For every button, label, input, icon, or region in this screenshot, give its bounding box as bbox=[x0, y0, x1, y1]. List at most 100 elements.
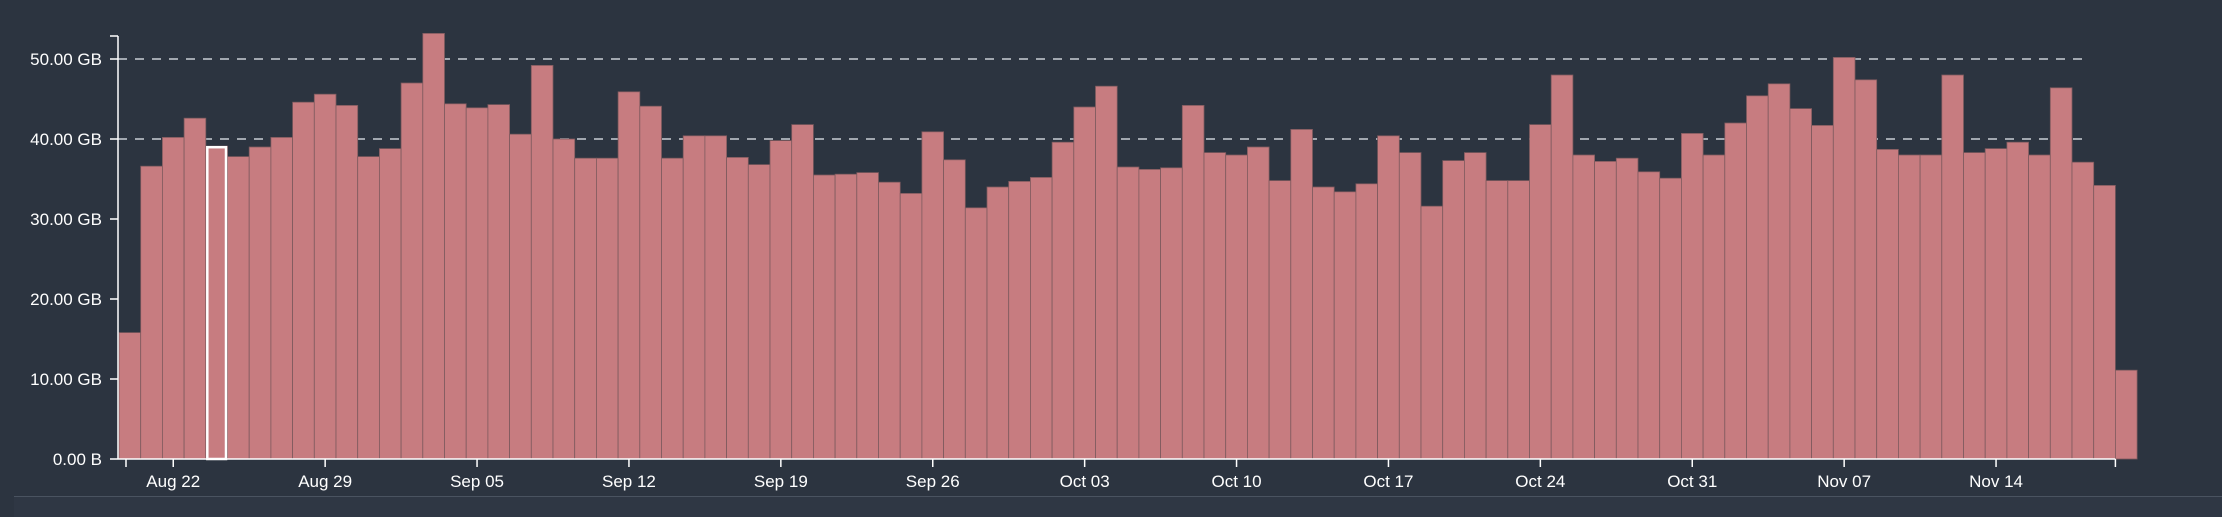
bar[interactable] bbox=[791, 124, 814, 460]
bar[interactable] bbox=[378, 148, 402, 460]
bar[interactable] bbox=[444, 103, 467, 460]
bars bbox=[118, 33, 2138, 461]
bar[interactable] bbox=[856, 172, 879, 460]
bar[interactable] bbox=[530, 65, 554, 460]
bar[interactable] bbox=[834, 173, 858, 460]
y-tick-label: 50.00 GB bbox=[30, 50, 102, 69]
bar[interactable] bbox=[1594, 160, 1617, 460]
bar[interactable] bbox=[292, 101, 315, 460]
bar[interactable] bbox=[2006, 141, 2030, 460]
bar[interactable] bbox=[1116, 166, 1140, 460]
bar[interactable] bbox=[943, 159, 966, 460]
bar[interactable] bbox=[1225, 154, 1248, 460]
bar[interactable] bbox=[161, 136, 185, 460]
bar[interactable] bbox=[1919, 154, 1943, 460]
bar[interactable] bbox=[487, 104, 510, 460]
bar[interactable] bbox=[1312, 186, 1335, 460]
bar[interactable] bbox=[1507, 180, 1530, 460]
x-axis: Aug 22 Aug 29 Sep 05 Sep 12 Sep 19 Sep 26 Oct … bbox=[118, 458, 2117, 491]
bar[interactable] bbox=[2028, 154, 2051, 460]
bar[interactable] bbox=[1030, 176, 1053, 460]
bar[interactable] bbox=[313, 93, 337, 460]
bar[interactable] bbox=[1702, 154, 1726, 460]
bar[interactable] bbox=[1984, 148, 2008, 460]
bar[interactable] bbox=[509, 133, 532, 460]
bar[interactable] bbox=[878, 181, 901, 460]
bar[interactable] bbox=[140, 165, 163, 460]
bar[interactable] bbox=[1876, 148, 1899, 460]
bar[interactable] bbox=[1724, 122, 1747, 460]
bar[interactable] bbox=[747, 164, 771, 460]
bar[interactable] bbox=[617, 91, 641, 460]
bar[interactable] bbox=[2114, 369, 2138, 460]
bar[interactable] bbox=[205, 145, 228, 460]
bar[interactable] bbox=[1854, 79, 1878, 460]
storage-usage-bar-chart: 0.00 B 10.00 GB 20.00 GB 30.00 GB 40.00 GB 50… bbox=[30, 33, 2138, 491]
x-tick-label: Oct 03 bbox=[1060, 472, 1110, 491]
bar[interactable] bbox=[422, 33, 445, 460]
bar[interactable] bbox=[2049, 87, 2073, 460]
bar[interactable] bbox=[1941, 74, 1964, 460]
bar[interactable] bbox=[1160, 167, 1183, 460]
bar[interactable] bbox=[964, 207, 988, 460]
bar[interactable] bbox=[1138, 168, 1162, 460]
bar[interactable] bbox=[1746, 95, 1769, 460]
bar[interactable] bbox=[1659, 177, 1682, 460]
x-tick-label: Oct 10 bbox=[1212, 472, 1262, 491]
bar[interactable] bbox=[1333, 191, 1357, 460]
bar[interactable] bbox=[270, 136, 293, 460]
bar[interactable] bbox=[1181, 105, 1205, 460]
bar[interactable] bbox=[1529, 124, 1552, 460]
bar[interactable] bbox=[1789, 108, 1813, 460]
bar[interactable] bbox=[1095, 85, 1118, 460]
bar[interactable] bbox=[1290, 128, 1313, 460]
bar[interactable] bbox=[1767, 83, 1791, 460]
bar[interactable] bbox=[1051, 141, 1075, 460]
bar[interactable] bbox=[1008, 180, 1031, 460]
bar[interactable] bbox=[1377, 135, 1400, 460]
bar[interactable] bbox=[769, 140, 793, 460]
bar[interactable] bbox=[899, 192, 923, 460]
bar[interactable] bbox=[1247, 146, 1270, 460]
bar[interactable] bbox=[726, 156, 749, 460]
bar[interactable] bbox=[986, 186, 1010, 460]
bar[interactable] bbox=[921, 131, 945, 460]
bar[interactable] bbox=[596, 157, 619, 460]
bar[interactable] bbox=[682, 135, 706, 460]
bar[interactable] bbox=[1355, 183, 1379, 460]
bar[interactable] bbox=[183, 117, 207, 460]
bar[interactable] bbox=[1832, 57, 1856, 460]
bar[interactable] bbox=[1464, 152, 1487, 460]
bar[interactable] bbox=[1898, 154, 1921, 460]
bar[interactable] bbox=[2071, 161, 2095, 460]
bar[interactable] bbox=[661, 157, 684, 460]
bar[interactable] bbox=[2093, 184, 2116, 460]
bar[interactable] bbox=[1073, 106, 1096, 460]
bar[interactable] bbox=[1681, 132, 1704, 460]
bar[interactable] bbox=[465, 107, 489, 460]
bar[interactable] bbox=[574, 157, 597, 460]
bar[interactable] bbox=[639, 105, 662, 460]
bar[interactable] bbox=[1203, 152, 1227, 460]
bar[interactable] bbox=[552, 138, 576, 460]
bar[interactable] bbox=[335, 105, 359, 460]
bar[interactable] bbox=[1572, 154, 1596, 460]
bar[interactable] bbox=[118, 332, 142, 460]
bar[interactable] bbox=[704, 135, 728, 460]
bar[interactable] bbox=[1811, 125, 1834, 460]
bar[interactable] bbox=[400, 82, 424, 460]
bar[interactable] bbox=[1550, 74, 1574, 460]
bar[interactable] bbox=[1963, 152, 1986, 460]
bar[interactable] bbox=[357, 156, 380, 460]
y-tick-label: 10.00 GB bbox=[30, 370, 102, 389]
bar[interactable] bbox=[1398, 152, 1422, 460]
bar[interactable] bbox=[248, 146, 272, 460]
bar[interactable] bbox=[813, 174, 836, 460]
bar[interactable] bbox=[227, 156, 250, 460]
bar[interactable] bbox=[1615, 157, 1639, 460]
bar[interactable] bbox=[1442, 160, 1465, 460]
bar[interactable] bbox=[1637, 171, 1661, 460]
bar[interactable] bbox=[1268, 180, 1292, 460]
bar[interactable] bbox=[1420, 205, 1444, 460]
bar[interactable] bbox=[1485, 180, 1509, 460]
